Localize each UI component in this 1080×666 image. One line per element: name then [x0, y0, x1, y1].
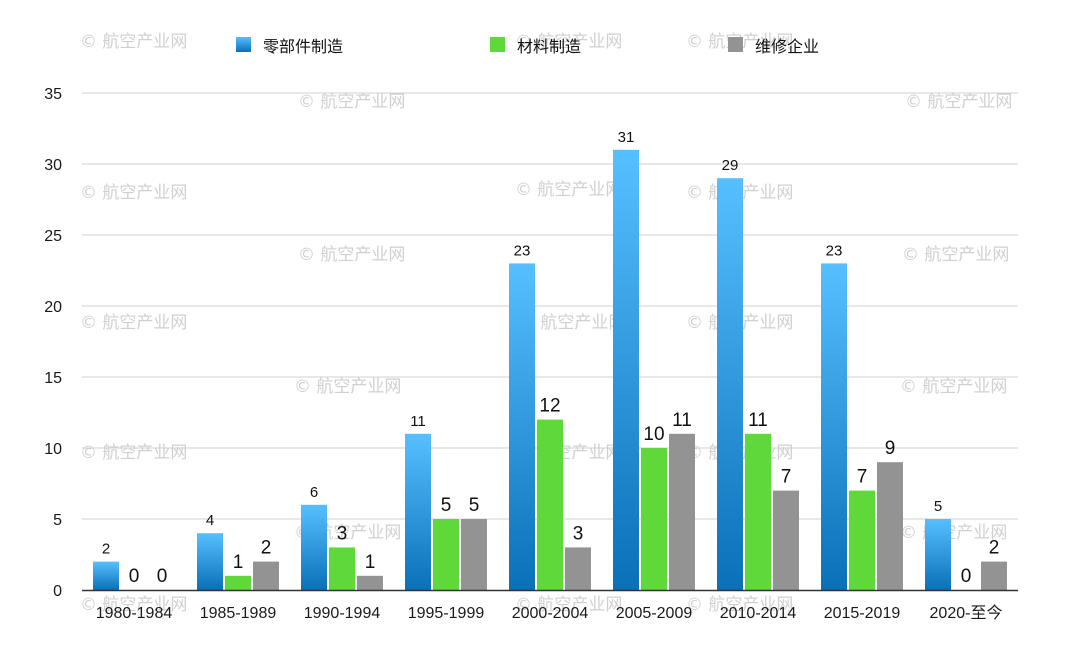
- data-label: 6: [310, 484, 318, 501]
- bar-parts: [301, 504, 327, 590]
- data-label: 0: [961, 566, 972, 587]
- bar-materials: [641, 448, 667, 590]
- watermark-text: © 航空产业网: [80, 313, 187, 333]
- data-label: 2: [989, 538, 1000, 559]
- data-label: 1: [365, 552, 376, 573]
- bar-maintenance: [565, 547, 591, 590]
- bar-maintenance: [253, 561, 279, 590]
- data-label: 7: [857, 467, 868, 488]
- data-label: 0: [129, 566, 140, 587]
- data-label: 4: [206, 512, 214, 529]
- data-label: 11: [748, 410, 768, 431]
- y-tick-label: 30: [44, 157, 62, 174]
- legend: 零部件制造 材料制造 维修企业: [236, 37, 819, 56]
- data-label: 5: [441, 495, 452, 516]
- x-axis-ticks: 1980-1984 1985-1989 1990-1994 1995-1999 2000…: [96, 604, 1003, 622]
- watermarks: © 航空产业网 © 航空产业网 © 航空产业网 © 航空产业网 © 航空产业网 © 航空产…: [80, 32, 1012, 615]
- bar-materials: [329, 547, 355, 590]
- x-tick-label: 1985-1989: [200, 605, 277, 622]
- bar-maintenance: [357, 575, 383, 590]
- watermark-text: © 航空产业网: [905, 92, 1012, 112]
- bar-parts: [509, 263, 535, 590]
- bar-maintenance: [461, 519, 487, 590]
- bars: [93, 149, 1007, 591]
- data-label: 12: [539, 396, 560, 417]
- bar-parts: [93, 561, 119, 590]
- gridlines: [82, 92, 1018, 520]
- legend-label: 维修企业: [755, 37, 819, 56]
- bar-parts: [613, 149, 639, 591]
- bar-materials: [433, 519, 459, 590]
- legend-swatch: [236, 37, 251, 52]
- bar-parts: [197, 533, 223, 590]
- watermark-text: © 航空产业网: [80, 595, 187, 615]
- data-label: 31: [618, 129, 635, 146]
- data-label: 11: [410, 413, 426, 430]
- watermark-text: © 航空产业网: [298, 92, 405, 112]
- bar-maintenance: [669, 433, 695, 590]
- x-tick-label: 1995-1999: [408, 605, 485, 622]
- watermark-text: © 航空产业网: [515, 180, 622, 200]
- bar-parts: [405, 433, 431, 590]
- bar-maintenance: [877, 462, 903, 590]
- bar-materials: [225, 575, 251, 590]
- watermark-text: © 航空产业网: [515, 595, 622, 615]
- watermark-text: © 航空产业网: [80, 32, 187, 52]
- y-axis-ticks: 0 5 10 15 20 25 30 35: [44, 86, 62, 600]
- x-tick-label: 2010-2014: [720, 605, 797, 622]
- data-label: 0: [157, 566, 168, 587]
- data-label: 23: [826, 242, 843, 259]
- data-label: 5: [469, 495, 480, 516]
- y-tick-label: 5: [53, 512, 62, 529]
- x-tick-label: 2020-至今: [930, 604, 1003, 622]
- watermark-text: © 航空产业网: [80, 443, 187, 463]
- x-tick-label: 1990-1994: [304, 605, 381, 622]
- bar-maintenance: [981, 561, 1007, 590]
- legend-swatch: [490, 37, 505, 52]
- data-label: 9: [885, 438, 896, 459]
- data-label: 29: [722, 157, 739, 174]
- data-label: 3: [337, 523, 348, 544]
- data-label: 1: [233, 552, 244, 573]
- watermark-text: © 航空产业网: [80, 183, 187, 203]
- bar-materials: [537, 419, 563, 590]
- bar-maintenance: [773, 490, 799, 590]
- watermark-text: © 航空产业网: [686, 595, 793, 615]
- data-label: 5: [934, 498, 942, 515]
- y-tick-label: 0: [53, 583, 62, 600]
- watermark-text: © 航空产业网: [900, 377, 1007, 397]
- y-tick-label: 25: [44, 228, 62, 245]
- y-tick-label: 10: [44, 441, 62, 458]
- x-tick-label: 2015-2019: [824, 605, 901, 622]
- watermark-text: © 航空产业网: [515, 32, 622, 52]
- y-tick-label: 35: [44, 86, 62, 103]
- legend-label: 材料制造: [517, 37, 581, 56]
- y-tick-label: 15: [44, 370, 62, 387]
- watermark-text: © 航空产业网: [294, 377, 401, 397]
- watermark-text: © 航空产业网: [902, 245, 1009, 265]
- data-label: 23: [514, 242, 531, 259]
- legend-label: 零部件制造: [263, 37, 343, 56]
- data-label: 7: [781, 467, 792, 488]
- x-tick-label: 1980-1984: [96, 605, 173, 622]
- watermark-text: © 航空产业网: [518, 313, 625, 333]
- data-label: 2: [102, 541, 110, 558]
- y-tick-label: 20: [44, 299, 62, 316]
- x-tick-label: 2000-2004: [512, 605, 589, 622]
- data-label: 11: [672, 410, 692, 431]
- bar-parts: [821, 263, 847, 590]
- bar-materials: [849, 490, 875, 590]
- data-label: 3: [573, 523, 584, 544]
- watermark-text: © 航空产业网: [298, 245, 405, 265]
- legend-swatch: [728, 37, 743, 52]
- data-label: 2: [261, 538, 272, 559]
- bar-materials: [745, 433, 771, 590]
- x-tick-label: 2005-2009: [616, 605, 693, 622]
- data-label: 10: [643, 424, 664, 445]
- bar-parts: [925, 519, 951, 590]
- bar-parts: [717, 178, 743, 590]
